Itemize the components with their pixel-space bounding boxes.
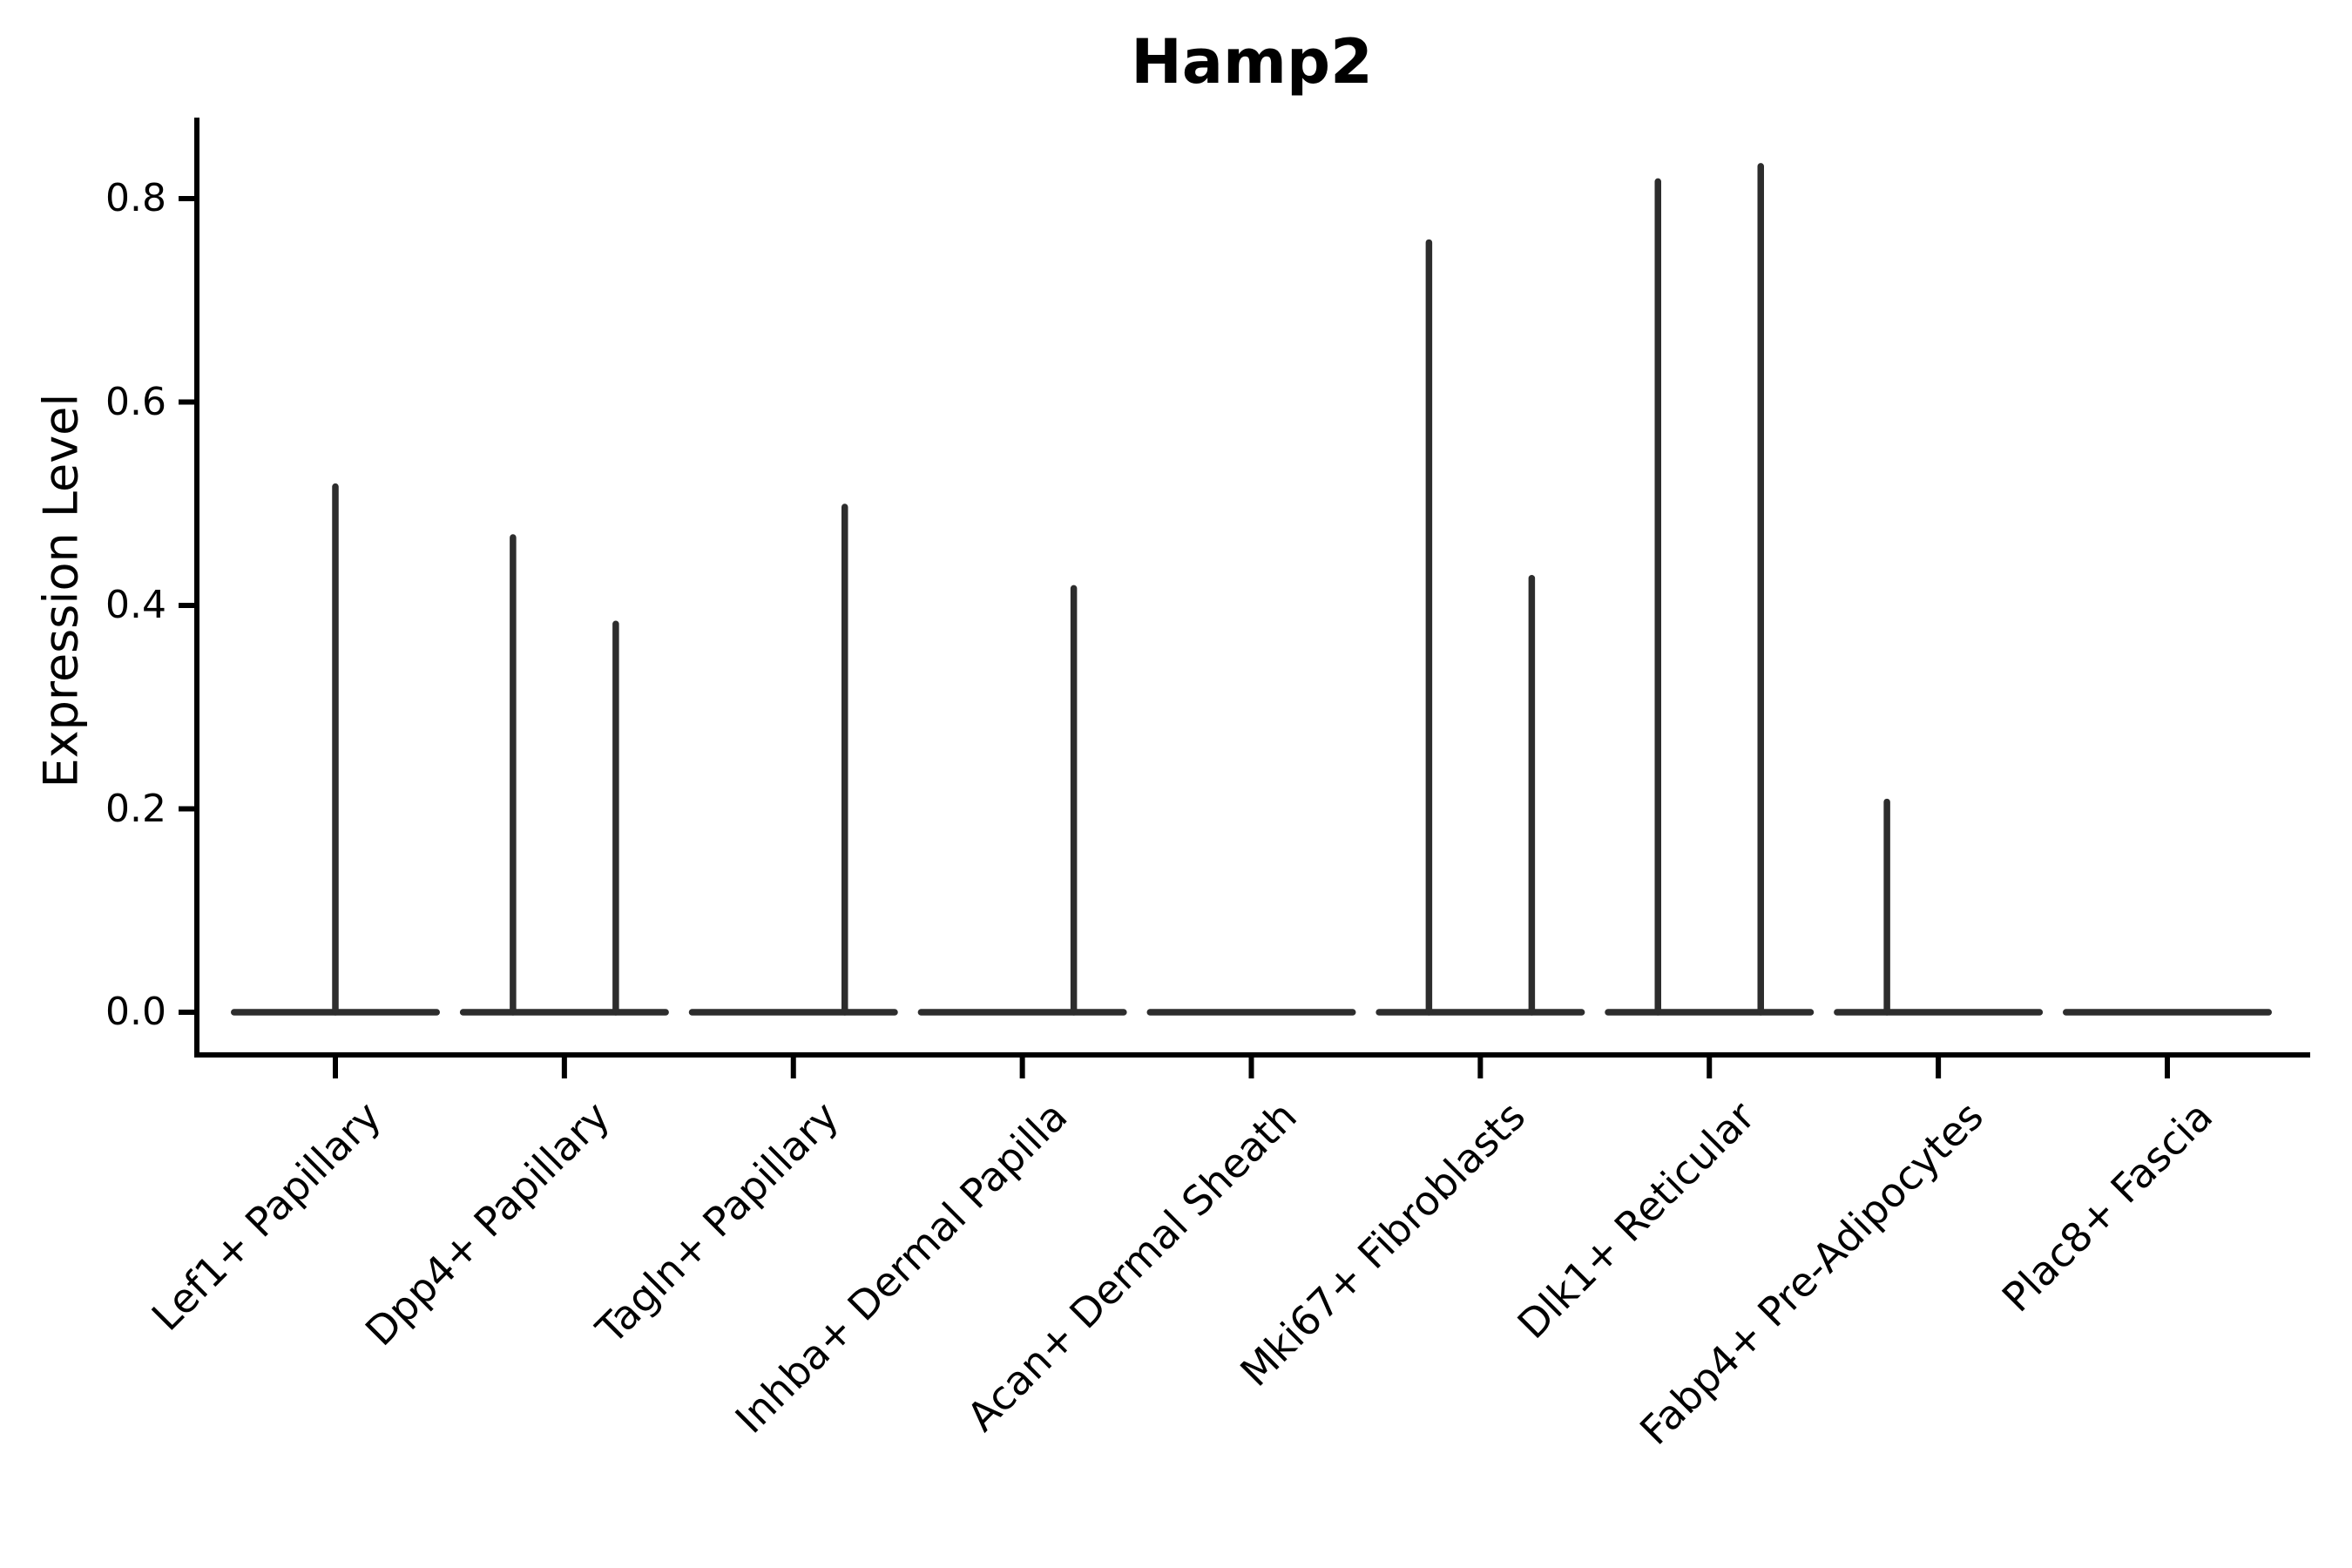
violin-spike — [1070, 585, 1078, 1016]
y-tick-mark — [179, 806, 194, 812]
x-tick-mark — [333, 1058, 338, 1078]
violin-base — [688, 1009, 898, 1016]
violin-base — [917, 1009, 1127, 1016]
violin-base — [1146, 1009, 1356, 1016]
violin-spike — [1528, 574, 1536, 1016]
violin-spike — [1654, 178, 1661, 1016]
x-tick-mark — [1936, 1058, 1942, 1078]
violin-spike — [1757, 163, 1764, 1016]
x-tick-mark — [561, 1058, 567, 1078]
y-tick-label: 0.8 — [105, 176, 166, 220]
x-tick-mark — [1248, 1058, 1254, 1078]
x-axis-spine — [194, 1052, 2310, 1058]
violin-spike — [612, 620, 619, 1016]
y-tick-mark — [179, 399, 194, 405]
chart-title: Hamp2 — [1131, 26, 1373, 98]
violin-spike — [1425, 239, 1433, 1016]
violin-base — [1375, 1009, 1585, 1016]
violin-spike — [1883, 798, 1890, 1016]
y-tick-mark — [179, 196, 194, 201]
violin-base — [1605, 1009, 1815, 1016]
y-tick-mark — [179, 1010, 194, 1015]
violin-base — [2063, 1009, 2272, 1016]
violin-spike — [841, 504, 848, 1016]
y-tick-mark — [179, 603, 194, 608]
y-axis-spine — [194, 118, 199, 1058]
x-tick-mark — [1019, 1058, 1025, 1078]
violin-base — [459, 1009, 669, 1016]
violin-base — [1834, 1009, 2044, 1016]
y-tick-label: 0.6 — [105, 379, 166, 424]
y-tick-label: 0.2 — [105, 786, 166, 831]
x-tick-mark — [1707, 1058, 1713, 1078]
violin-spike — [510, 534, 517, 1016]
y-tick-label: 0.4 — [105, 583, 166, 627]
x-tick-mark — [2165, 1058, 2170, 1078]
y-tick-label: 0.0 — [105, 990, 166, 1034]
x-tick-mark — [790, 1058, 796, 1078]
violin-spike — [332, 483, 339, 1016]
x-tick-mark — [1477, 1058, 1484, 1078]
